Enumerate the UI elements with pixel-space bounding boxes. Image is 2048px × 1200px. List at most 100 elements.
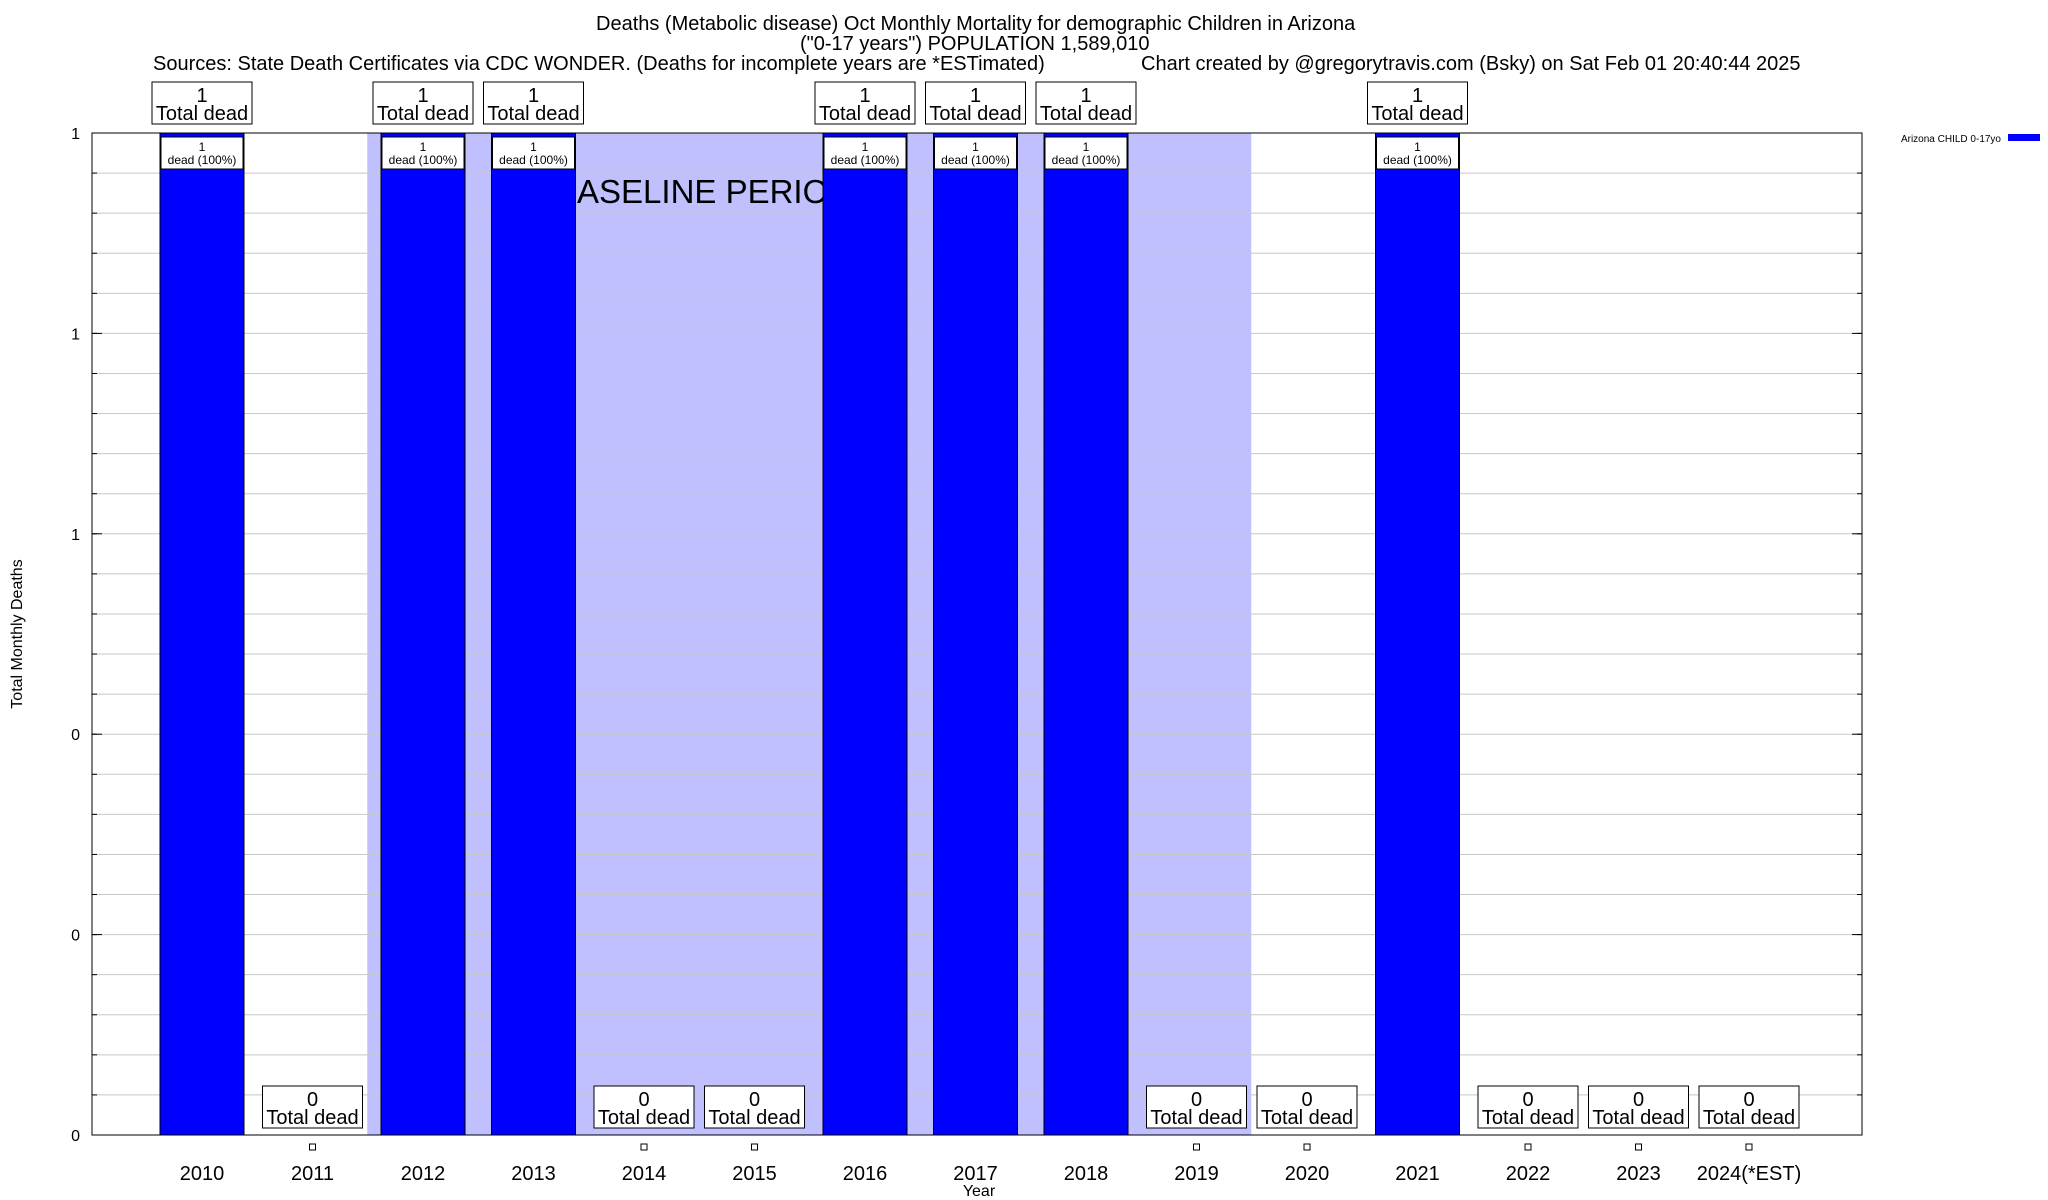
zero-marker bbox=[640, 1143, 648, 1151]
bar-value-label: dead (100%) bbox=[1052, 153, 1121, 167]
total-box bbox=[262, 1085, 363, 1129]
bar-value-label: dead (100%) bbox=[1383, 153, 1452, 167]
y-axis-label: Total Monthly Deaths bbox=[9, 559, 26, 708]
zero-marker bbox=[309, 1143, 316, 1151]
x-axis-label: Year bbox=[963, 1183, 996, 1200]
total-count-label: 1 bbox=[859, 85, 870, 107]
bar-value-label: dead (100%) bbox=[168, 153, 237, 167]
total-dead-label: Total dead bbox=[819, 103, 911, 125]
total-count-label: 1 bbox=[970, 85, 981, 107]
total-dead-label: Total dead bbox=[1592, 1107, 1684, 1129]
x-tick-label: 2010 bbox=[180, 1163, 225, 1185]
bar-value-label: 1 bbox=[862, 140, 869, 154]
bar bbox=[491, 132, 576, 1136]
x-tick-label: 2019 bbox=[1174, 1163, 1219, 1185]
y-tick-label: 1 bbox=[71, 326, 80, 343]
bar-value-label: dead (100%) bbox=[499, 153, 568, 167]
total-box bbox=[483, 81, 584, 125]
bar-value-label: 1 bbox=[1414, 140, 1421, 154]
total-box bbox=[1698, 1085, 1800, 1129]
x-tick-label: 2017 bbox=[953, 1163, 998, 1185]
total-dead-label: Total dead bbox=[1150, 1107, 1242, 1129]
bar bbox=[159, 132, 245, 1136]
y-tick-label: 0 bbox=[71, 928, 80, 945]
bar-value-box bbox=[934, 136, 1017, 170]
total-box bbox=[704, 1085, 805, 1129]
total-dead-label: Total dead bbox=[598, 1107, 690, 1129]
total-dead-label: Total dead bbox=[929, 103, 1021, 125]
total-box bbox=[372, 81, 474, 125]
total-box bbox=[1146, 1085, 1247, 1129]
total-dead-label: Total dead bbox=[708, 1107, 800, 1129]
total-box bbox=[925, 81, 1026, 125]
y-tick-label: 1 bbox=[71, 527, 80, 544]
total-dead-label: Total dead bbox=[1482, 1107, 1574, 1129]
total-dead-label: Total dead bbox=[1040, 103, 1132, 125]
baseline-period-label: BASELINE PERIOD bbox=[555, 173, 852, 210]
total-dead-label: Total dead bbox=[1703, 1107, 1795, 1129]
bar-value-box bbox=[381, 136, 465, 170]
bar bbox=[933, 132, 1018, 1136]
total-box bbox=[1588, 1085, 1689, 1129]
zero-marker bbox=[1303, 1143, 1311, 1151]
zero-marker bbox=[751, 1143, 758, 1151]
total-dead-label: Total dead bbox=[377, 103, 469, 125]
zero-marker bbox=[1524, 1143, 1532, 1151]
total-box bbox=[814, 81, 916, 125]
x-tick-label: 2018 bbox=[1064, 1163, 1109, 1185]
total-count-label: 0 bbox=[1191, 1089, 1202, 1111]
x-tick-label: 2023 bbox=[1616, 1163, 1661, 1185]
bar bbox=[822, 132, 908, 1136]
chart-subtitle: ("0-17 years") POPULATION 1,589,010 bbox=[800, 33, 1150, 55]
chart-title: Deaths (Metabolic disease) Oct Monthly M… bbox=[596, 13, 1356, 35]
total-box bbox=[1367, 81, 1468, 125]
total-dead-label: Total dead bbox=[1371, 103, 1463, 125]
bar-value-label: dead (100%) bbox=[941, 153, 1010, 167]
x-tick-label: 2022 bbox=[1506, 1163, 1551, 1185]
bar bbox=[380, 132, 466, 1136]
zero-marker bbox=[1745, 1143, 1753, 1151]
total-box bbox=[593, 1085, 695, 1129]
total-box bbox=[151, 81, 253, 125]
chart-sources: Sources: State Death Certificates via CD… bbox=[153, 53, 1045, 75]
bar-value-label: 1 bbox=[972, 140, 979, 154]
legend-label: Arizona CHILD 0-17yo bbox=[1901, 134, 2001, 145]
x-tick-label: 2016 bbox=[843, 1163, 888, 1185]
total-box bbox=[1256, 1085, 1358, 1129]
total-count-label: 0 bbox=[1743, 1089, 1754, 1111]
bar-value-label: 1 bbox=[530, 140, 537, 154]
total-count-label: 0 bbox=[1633, 1089, 1644, 1111]
total-dead-label: Total dead bbox=[1261, 1107, 1353, 1129]
legend-swatch bbox=[2008, 134, 2040, 141]
x-tick-label: 2012 bbox=[401, 1163, 446, 1185]
total-count-label: 1 bbox=[528, 85, 539, 107]
y-tick-label: 1 bbox=[71, 126, 80, 143]
total-count-label: 1 bbox=[1080, 85, 1091, 107]
bar bbox=[1043, 132, 1129, 1136]
bar-value-label: 1 bbox=[420, 140, 427, 154]
x-tick-label: 2015 bbox=[732, 1163, 777, 1185]
total-count-label: 1 bbox=[1412, 85, 1423, 107]
x-tick-label: 2013 bbox=[511, 1163, 556, 1185]
total-count-label: 0 bbox=[307, 1089, 318, 1111]
bar-value-label: 1 bbox=[199, 140, 206, 154]
y-tick-label: 0 bbox=[71, 727, 80, 744]
bar-value-label: dead (100%) bbox=[389, 153, 458, 167]
bar-value-label: dead (100%) bbox=[831, 153, 900, 167]
total-count-label: 0 bbox=[1522, 1089, 1533, 1111]
bar-value-box bbox=[492, 136, 575, 170]
bar-value-box bbox=[1376, 136, 1459, 170]
chart-credit: Chart created by @gregorytravis.com (Bsk… bbox=[1141, 53, 1801, 75]
total-dead-label: Total dead bbox=[487, 103, 579, 125]
x-tick-label: 2020 bbox=[1285, 1163, 1330, 1185]
x-tick-label: 2011 bbox=[291, 1163, 334, 1185]
x-tick-label: 2014 bbox=[622, 1163, 667, 1185]
zero-marker bbox=[1193, 1143, 1200, 1151]
total-count-label: 1 bbox=[417, 85, 428, 107]
total-box bbox=[1035, 81, 1137, 125]
total-count-label: 0 bbox=[749, 1089, 760, 1111]
zero-marker bbox=[1635, 1143, 1642, 1151]
total-count-label: 0 bbox=[638, 1089, 649, 1111]
